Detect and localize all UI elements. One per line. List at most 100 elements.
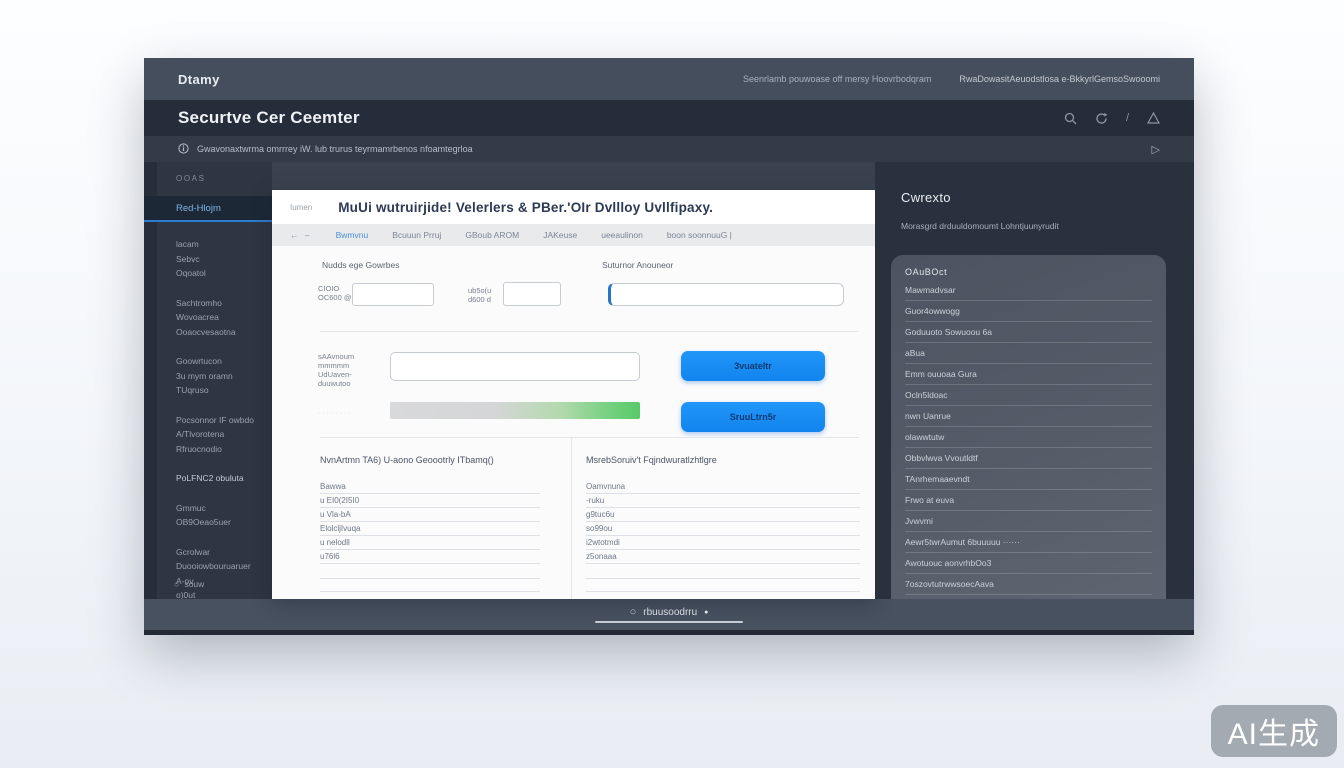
divider — [320, 437, 859, 438]
list-row[interactable]: u nelodll — [320, 536, 540, 550]
progress-bar — [390, 402, 640, 419]
context-item[interactable]: Mawmadvsar — [905, 280, 1152, 301]
sidebar-item[interactable]: OB9Oeao5uer — [176, 517, 231, 527]
sidebar-item-active[interactable]: Red-Hlojm — [144, 196, 272, 222]
navbar-note: Seenrlamb pouwoase off mersy Hoovrbodqra… — [742, 74, 932, 84]
send-icon[interactable]: ▷ — [1151, 143, 1160, 156]
list-row[interactable]: u76l6 — [320, 550, 540, 564]
input-field-1[interactable] — [352, 283, 434, 306]
list-left-rows: Bawwa u EI0(2I5I0 u Vla-bA ElolcljIvuqa u ne… — [320, 480, 540, 564]
context-card: OAuBOct Mawmadvsar Guor4owwogg Goduuoto So… — [891, 255, 1166, 599]
sidebar-section-label: ooas — [176, 174, 206, 183]
status-label: rbuusoodrru — [643, 606, 698, 618]
sidebar-item[interactable]: Oqoatol — [176, 268, 206, 278]
modal-tab[interactable]: Bcuuun Prruj — [392, 230, 442, 240]
context-item[interactable]: aBua — [905, 343, 1152, 364]
modal-header: Iumen MuUi wutruirjide! Velerlers & PBer… — [272, 190, 875, 224]
input-field-2[interactable] — [503, 282, 561, 306]
sidebar-footer-item[interactable]: ○ souw — [144, 579, 272, 589]
row3-label: sAAvnoum mmmmm UdUaven-duuwutoo — [318, 352, 355, 388]
context-item[interactable]: Emm ouuoaa Gura — [905, 364, 1152, 385]
sidebar-item[interactable]: Duooiowbouruaruer — [176, 561, 251, 571]
input-field-3-focused[interactable] — [608, 283, 844, 306]
page-header: Securtve Cer Ceemter / — [144, 100, 1194, 136]
list-row[interactable]: z5onaaa — [586, 550, 860, 564]
sidebar-item[interactable]: o)0ut — [176, 590, 196, 599]
ai-watermark-badge: AI生成 — [1210, 705, 1337, 757]
sidebar-group-6: Gmmuc OB9Oeao5uer — [144, 501, 272, 530]
info-icon — [178, 142, 189, 156]
status-dot-icon: ● — [704, 608, 709, 616]
window-bottom-strip — [144, 630, 1194, 635]
sidebar-item[interactable]: A-ov — [176, 575, 194, 586]
main-modal: Iumen MuUi wutruirjide! Velerlers & PBer… — [272, 190, 875, 599]
context-item[interactable]: Aewr5twrAumut 6buuuuu ······ — [905, 532, 1152, 553]
list-row[interactable]: so99ou — [586, 522, 860, 536]
sidebar-item[interactable]: A/Tlvorotena — [176, 429, 225, 439]
navbar-menu-item[interactable]: Aeuodstlosa e-BkkyrlGemso — [1009, 74, 1123, 84]
list-row[interactable]: u EI0(2I5I0 — [320, 494, 540, 508]
sidebar-item[interactable]: Gmmuc — [176, 502, 206, 513]
slash-icon[interactable]: / — [1125, 112, 1129, 124]
modal-tab[interactable]: boon soonnuuG | — [666, 230, 732, 240]
context-item[interactable]: Frwo at euva — [905, 490, 1152, 511]
sidebar-item[interactable]: Goowrtucon — [176, 356, 222, 366]
sidebar-item[interactable]: Sebvc — [176, 253, 200, 264]
sidebar-group-1: lacam Sebvc Oqoatol — [144, 237, 272, 281]
context-item[interactable]: TAnrhemaaevndt — [905, 469, 1152, 490]
modal-tab[interactable]: Bwmvnu — [335, 230, 369, 240]
sidebar-item[interactable]: Rfruocnodio — [176, 443, 222, 454]
sidebar-item[interactable]: Sachtromho — [176, 297, 222, 308]
input-field-4[interactable] — [390, 352, 640, 381]
navbar-menu-item[interactable]: Rwa — [959, 74, 978, 84]
context-item[interactable]: Awotuouc aonvrhbOo3 — [905, 553, 1152, 574]
field1-label: CIOIO OC600 @ — [318, 284, 352, 302]
warning-icon[interactable] — [1147, 112, 1160, 124]
modal-tab[interactable]: JAKeuse — [543, 230, 578, 240]
sidebar-item[interactable]: PoLFNC2 obuluta — [176, 473, 244, 483]
list-row[interactable]: i2wtotmdi — [586, 536, 860, 550]
context-item[interactable]: Goduuoto Sowuoou 6a — [905, 322, 1152, 343]
list-row[interactable]: g9tuc6u — [586, 508, 860, 522]
search-icon[interactable] — [1064, 112, 1077, 125]
context-item[interactable]: olawwtutw — [905, 427, 1152, 448]
context-item[interactable]: nwn Uanrue — [905, 406, 1152, 427]
notification-bar: Gwavonaxtwrma omrrrey iW. lub trurus tey… — [144, 136, 1194, 162]
status-chip[interactable]: ○ rbuusoodrru ● — [595, 606, 743, 623]
navbar-menu-item[interactable]: Dowasit — [977, 74, 1010, 84]
list-row[interactable]: Oamvnuna — [586, 480, 860, 494]
context-title: Cwrexto — [901, 190, 951, 205]
list-row[interactable]: u Vla-bA — [320, 508, 540, 522]
list-row[interactable]: ElolcljIvuqa — [320, 522, 540, 536]
sidebar-item[interactable]: Gcrolwar — [176, 546, 211, 557]
modal-tab[interactable]: ueeaulinon — [601, 230, 643, 240]
sidebar-item[interactable]: 3u mym oramn — [176, 370, 233, 381]
tab-list: Bwmvnu Bcuuun Prruj GBoub AROM JAKeuse ueeau… — [336, 230, 732, 240]
top-navbar: Dtamy Seenrlamb pouwoase off mersy Hoovr… — [144, 58, 1194, 100]
modal-title: MuUi wutruirjide! Velerlers & PBer.'OIr … — [338, 199, 714, 215]
context-item[interactable]: Guor4owwogg — [905, 301, 1152, 322]
list-row[interactable]: -ruku — [586, 494, 860, 508]
refresh-icon[interactable] — [1095, 112, 1108, 125]
divider — [320, 331, 859, 332]
navbar-menu: Seenrlamb pouwoase off mersy Hoovrbodqra… — [743, 74, 1160, 84]
modal-tab[interactable]: GBoub AROM — [465, 230, 520, 240]
primary-button-2[interactable]: SruuLtrn5r — [681, 402, 825, 432]
modal-body: Nudds ege Gowrbes Suturnor Anouneor CIOI… — [272, 246, 875, 599]
context-item[interactable]: Jvwvmi — [905, 511, 1152, 532]
form-label-right: Suturnor Anouneor — [602, 260, 674, 270]
sidebar-item[interactable]: Ooaocvesaotna — [176, 326, 236, 337]
app-logo[interactable]: Dtamy — [178, 71, 220, 87]
context-subtitle: Morasgrd drduuldomoumt Lohntjuunyrudit — [901, 221, 1059, 231]
sidebar-item[interactable]: lacam — [176, 239, 199, 249]
sidebar-item[interactable]: Wovoacrea — [176, 312, 219, 322]
sidebar-item[interactable]: TUqruso — [176, 385, 209, 395]
context-item[interactable]: Ocln5ldoac — [905, 385, 1152, 406]
tab-nav-icons[interactable]: ← – — [290, 230, 312, 240]
context-item[interactable]: Obbvlwva Vvoutldtf — [905, 448, 1152, 469]
context-item[interactable]: 7oszovtutrwwsoecAava — [905, 574, 1152, 595]
list-row[interactable]: Bawwa — [320, 480, 540, 494]
sidebar-item[interactable]: Pocsonnor IF owbdo — [176, 414, 254, 425]
navbar-menu-item[interactable]: Swooomi — [1122, 74, 1160, 84]
primary-button-1[interactable]: 3vuateltr — [681, 351, 825, 381]
